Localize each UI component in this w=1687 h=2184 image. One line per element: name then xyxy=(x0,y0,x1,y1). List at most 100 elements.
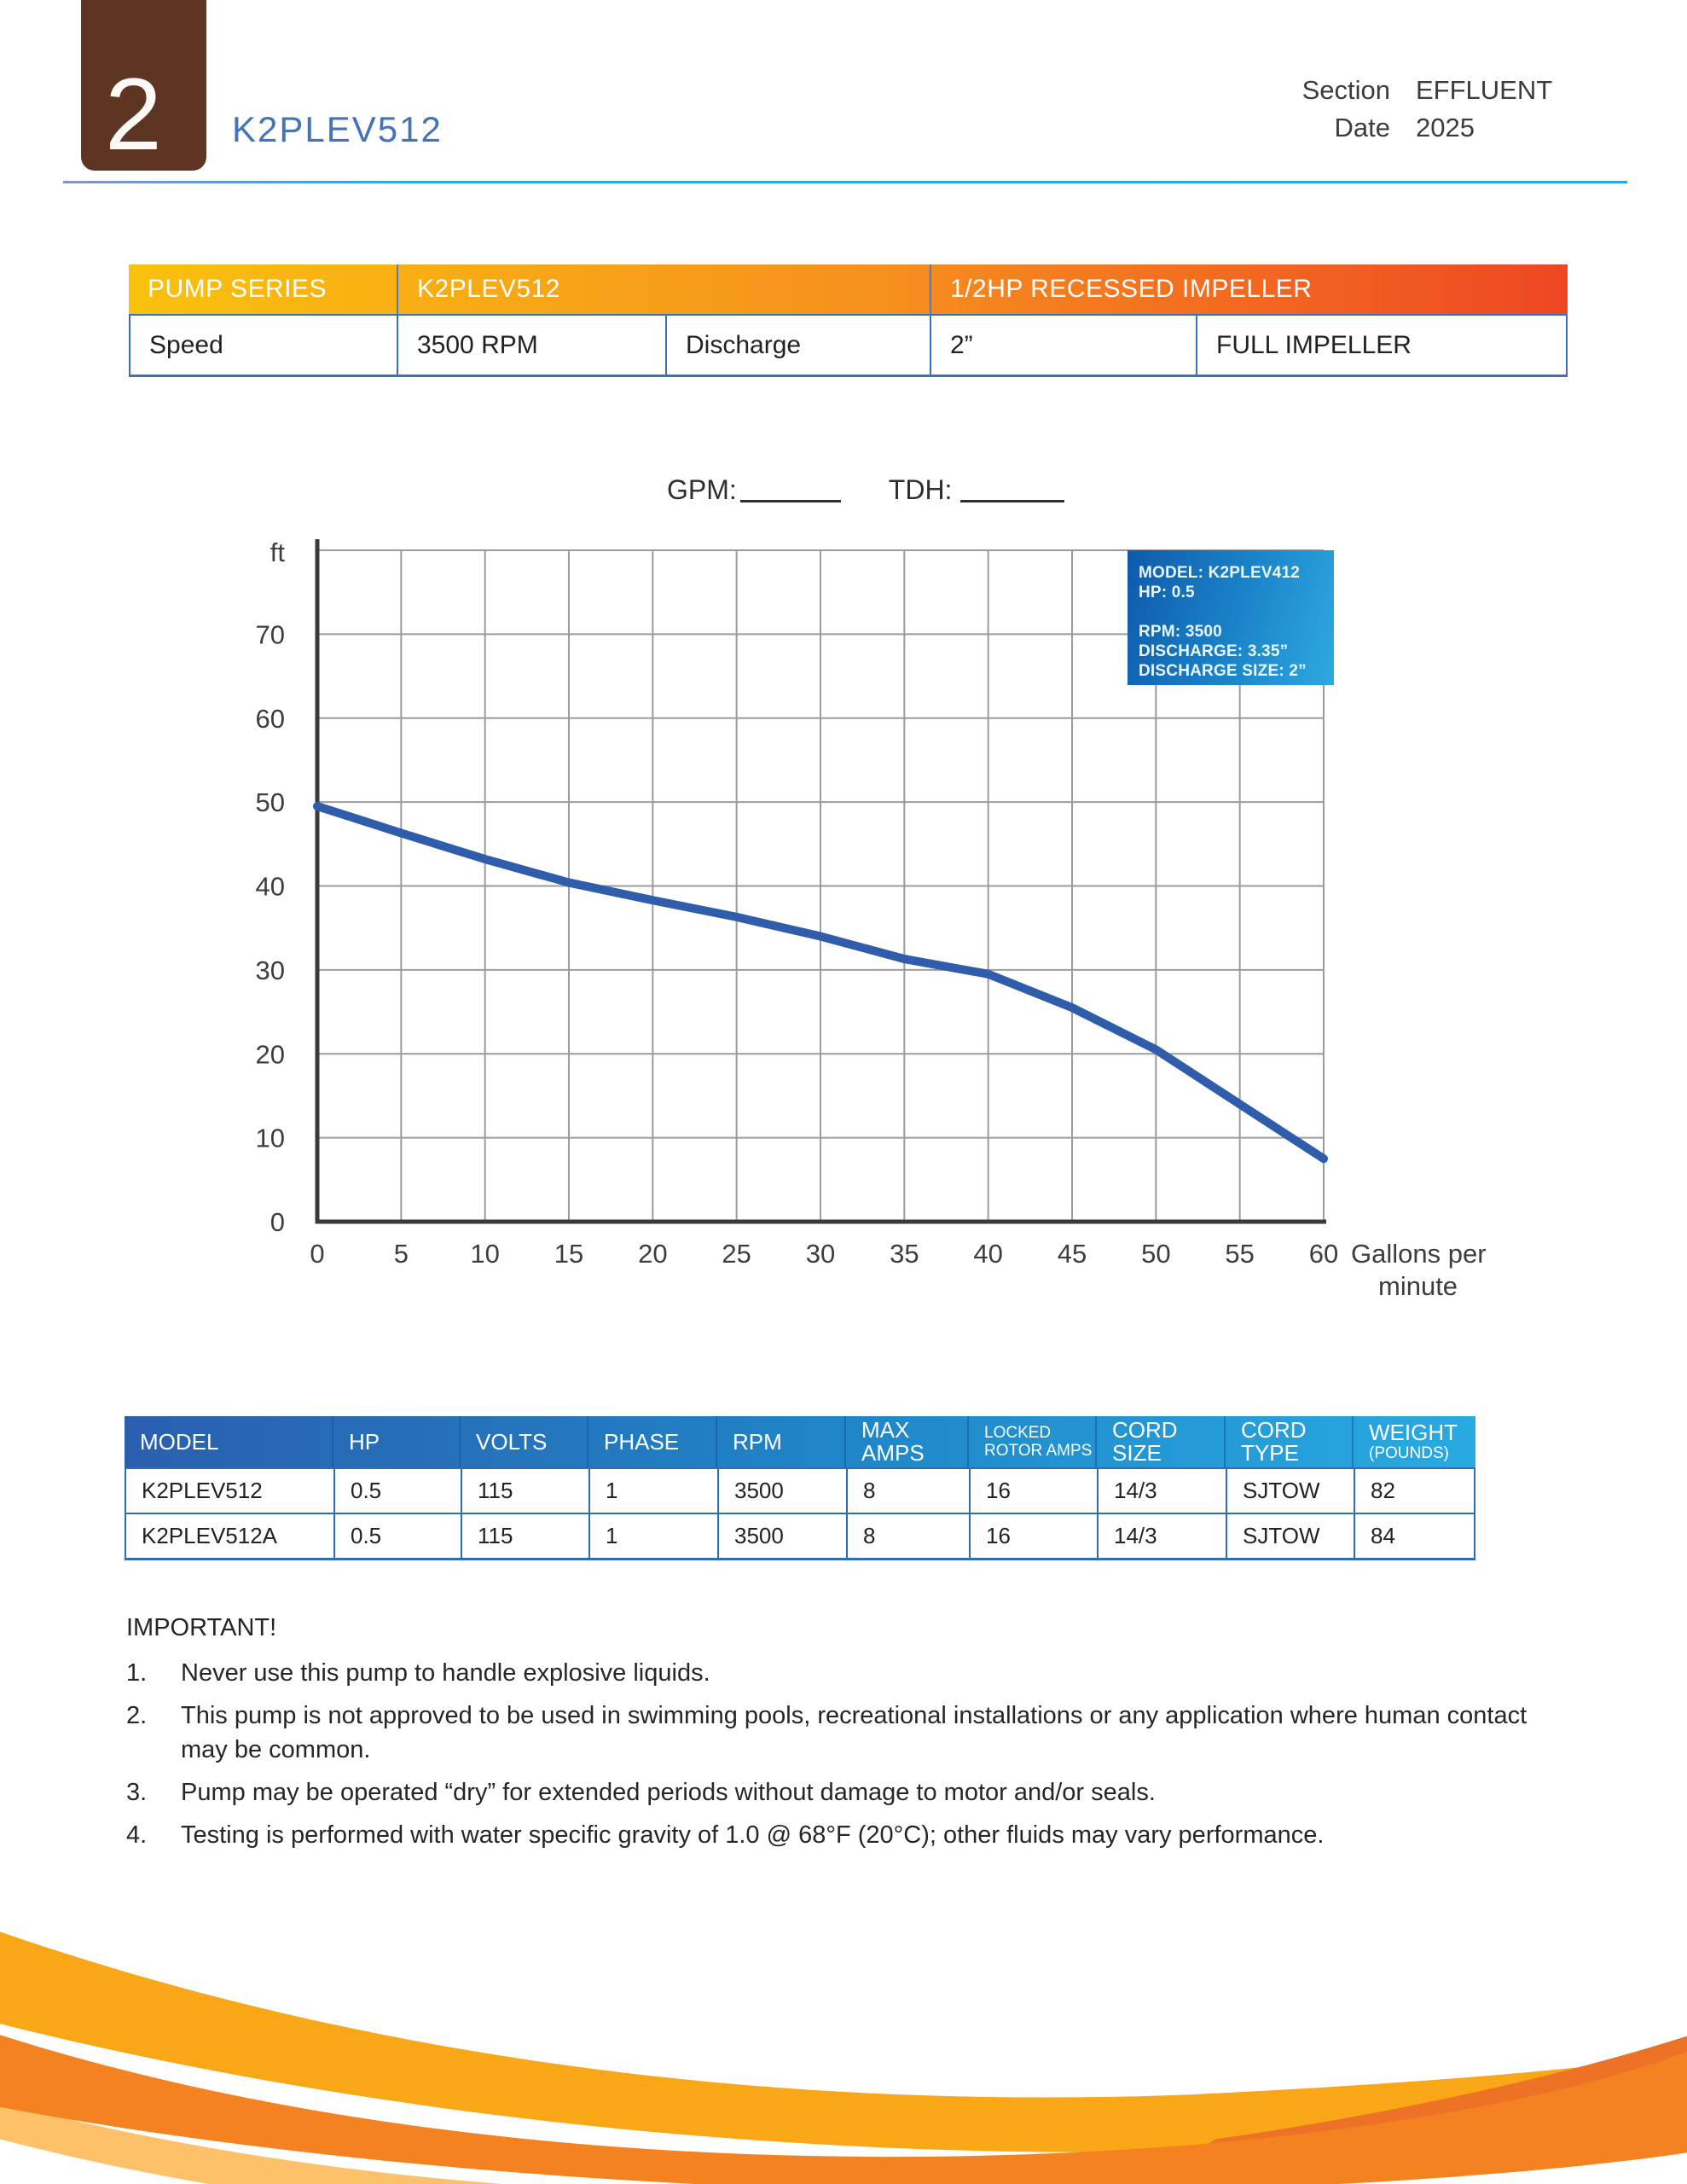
pump-series-model-cell: K2PLEV512 xyxy=(397,264,930,314)
swoosh-orange-band xyxy=(0,2035,1687,2184)
model-info-box: MODEL: K2PLEV412 HP: 0.5 RPM: 3500 DISCHARG… xyxy=(1128,550,1334,685)
item-text: Testing is performed with water specific… xyxy=(181,1821,1325,1849)
x-tick-label: 35 xyxy=(890,1239,919,1269)
model-table-cell: K2PLEV512 xyxy=(142,1478,263,1503)
important-notes: IMPORTANT! 1. Never use this pump to hand… xyxy=(126,1614,1569,1861)
pump-series-table-row: Speed 3500 RPM Discharge 2” FULL IMPELLE… xyxy=(129,314,1568,377)
important-list-item: 1. Never use this pump to handle explosiv… xyxy=(126,1656,1569,1690)
page-title: K2PLEV512 xyxy=(232,109,443,149)
model-table-header-cell: CORD SIZE xyxy=(1095,1416,1224,1467)
model-table-cell: 14/3 xyxy=(1097,1469,1226,1513)
x-axis-title-line2: minute xyxy=(1378,1271,1458,1301)
speed-label: Speed xyxy=(149,330,223,359)
model-spec-table: MODEL HP VOLTS PHASE RPM MAX AMPS LOCKED ROTOR… xyxy=(125,1416,1475,1560)
info-box-line: DISCHARGE SIZE: 2” xyxy=(1139,662,1307,680)
column-label: HP xyxy=(349,1428,380,1455)
y-tick-label: 50 xyxy=(256,787,285,817)
model-spec-table-body: K2PLEV512 0.5 115 1 3500 8 16 14/3 SJTOW 82 K2PLEV… xyxy=(125,1467,1475,1560)
column-label: LOCKED ROTOR AMPS xyxy=(984,1424,1093,1460)
model-spec-table-header: MODEL HP VOLTS PHASE RPM MAX AMPS LOCKED ROTOR… xyxy=(125,1416,1475,1467)
column-label: MAX AMPS xyxy=(861,1417,925,1466)
discharge-label: Discharge xyxy=(665,316,930,375)
model-table-cell: 14/3 xyxy=(1097,1514,1226,1558)
item-text: This pump is not approved to be used in … xyxy=(181,1702,1528,1763)
y-axis-unit-label: ft xyxy=(270,537,286,567)
model-table-cell: 82 xyxy=(1354,1469,1477,1513)
column-label: CORD TYPE xyxy=(1241,1417,1307,1466)
model-table-header-cell: HP xyxy=(332,1416,459,1467)
important-list: 1. Never use this pump to handle explosiv… xyxy=(126,1656,1569,1852)
tdh-label: TDH: xyxy=(888,474,953,505)
important-list-item: 2. This pump is not approved to be used i… xyxy=(126,1699,1569,1767)
column-sublabel: (POUNDS) xyxy=(1369,1444,1449,1462)
meta-date-value: 2025 xyxy=(1416,113,1475,142)
x-tick-label: 50 xyxy=(1141,1239,1170,1269)
x-tick-label: 15 xyxy=(554,1239,583,1269)
info-box-line xyxy=(1139,602,1323,622)
x-tick-label: 25 xyxy=(722,1239,751,1269)
model-table-cell: 3500 xyxy=(717,1514,846,1558)
model-table-header-cell: WEIGHT (POUNDS) xyxy=(1352,1416,1475,1467)
item-text: Pump may be operated “dry” for extended … xyxy=(181,1779,1156,1806)
y-tick-label: 60 xyxy=(256,704,285,734)
pump-performance-curve xyxy=(313,802,1328,1164)
meta-section-value: EFFLUENT xyxy=(1416,75,1553,105)
gpm-label: GPM: xyxy=(667,474,737,505)
model-table-cell: SJTOW xyxy=(1226,1469,1354,1513)
item-number: 2. xyxy=(126,1702,148,1729)
model-table-cell: 8 xyxy=(846,1469,969,1513)
model-table-cell: 0.5 xyxy=(333,1514,461,1558)
model-table-header-cell: CORD TYPE xyxy=(1224,1416,1352,1467)
item-number: 1. xyxy=(126,1659,148,1687)
x-tick-label: 55 xyxy=(1225,1239,1254,1269)
swoosh-gold-band xyxy=(0,1931,1687,2152)
model-table-header-cell: LOCKED ROTOR AMPS xyxy=(967,1416,1095,1467)
model-table-header-cell: PHASE xyxy=(587,1416,716,1467)
model-table-header-cell: RPM xyxy=(716,1416,844,1467)
column-label: WEIGHT xyxy=(1369,1420,1458,1445)
model-table-cell: K2PLEV512A xyxy=(142,1523,278,1548)
x-tick-label: 45 xyxy=(1058,1239,1087,1269)
meta-section-label: Section xyxy=(1301,75,1390,105)
pump-series-table: PUMP SERIES K2PLEV512 1/2HP RECESSED IMP… xyxy=(129,264,1568,377)
column-label: CORD SIZE xyxy=(1112,1417,1178,1466)
model-table-cell: SJTOW xyxy=(1226,1514,1354,1558)
discharge-value: 2” xyxy=(930,316,1196,375)
impeller-value: FULL IMPELLER xyxy=(1196,316,1566,375)
info-box-line: HP: 0.5 xyxy=(1139,584,1195,601)
x-tick-label: 5 xyxy=(394,1239,409,1269)
y-tick-label: 70 xyxy=(256,619,285,649)
swoosh-amber-band xyxy=(0,2102,503,2184)
model-table-row: K2PLEV512 0.5 115 1 3500 8 16 14/3 SJTOW 82 xyxy=(126,1469,1474,1513)
x-tick-label: 30 xyxy=(806,1239,835,1269)
header-divider xyxy=(63,181,1627,183)
info-box-line: RPM: 3500 xyxy=(1139,623,1222,641)
model-table-cell: 16 xyxy=(969,1514,1097,1558)
model-table-header-cell: MODEL xyxy=(125,1416,332,1467)
pump-series-impeller-cell: 1/2HP RECESSED IMPELLER xyxy=(930,264,1568,314)
x-tick-label: 60 xyxy=(1309,1239,1338,1269)
gpm-blank-field xyxy=(739,471,841,502)
chart-tick-labels: 0 10 20 30 40 50 60 70 0 5 10 15 20 25 30 35 40 45 50 55 60 xyxy=(256,619,1339,1269)
model-table-cell: 1 xyxy=(588,1514,717,1558)
model-table-cell: 8 xyxy=(846,1514,969,1558)
model-table-cell: 16 xyxy=(969,1469,1097,1513)
important-heading: IMPORTANT! xyxy=(126,1614,277,1641)
model-table-cell: 84 xyxy=(1354,1514,1477,1558)
item-text: Never use this pump to handle explosive … xyxy=(181,1659,710,1687)
info-box-line: DISCHARGE: 3.35” xyxy=(1139,642,1289,660)
speed-value: 3500 RPM xyxy=(397,316,665,375)
important-list-item: 3. Pump may be operated “dry” for extende… xyxy=(126,1775,1569,1809)
important-list-item: 4. Testing is performed with water specif… xyxy=(126,1818,1569,1852)
model-table-cell: 115 xyxy=(461,1469,588,1513)
y-tick-label: 30 xyxy=(256,956,285,985)
column-label: MODEL xyxy=(140,1428,219,1455)
x-tick-label: 20 xyxy=(638,1239,667,1269)
info-box-line: MODEL: K2PLEV412 xyxy=(1139,564,1301,582)
model-table-cell: 3500 xyxy=(717,1469,846,1513)
model-table-cell: 1 xyxy=(588,1469,717,1513)
pump-series-table-header: PUMP SERIES K2PLEV512 1/2HP RECESSED IMP… xyxy=(129,264,1568,314)
page-number: 2 xyxy=(105,57,162,171)
page-number-box: 2 xyxy=(81,0,206,171)
